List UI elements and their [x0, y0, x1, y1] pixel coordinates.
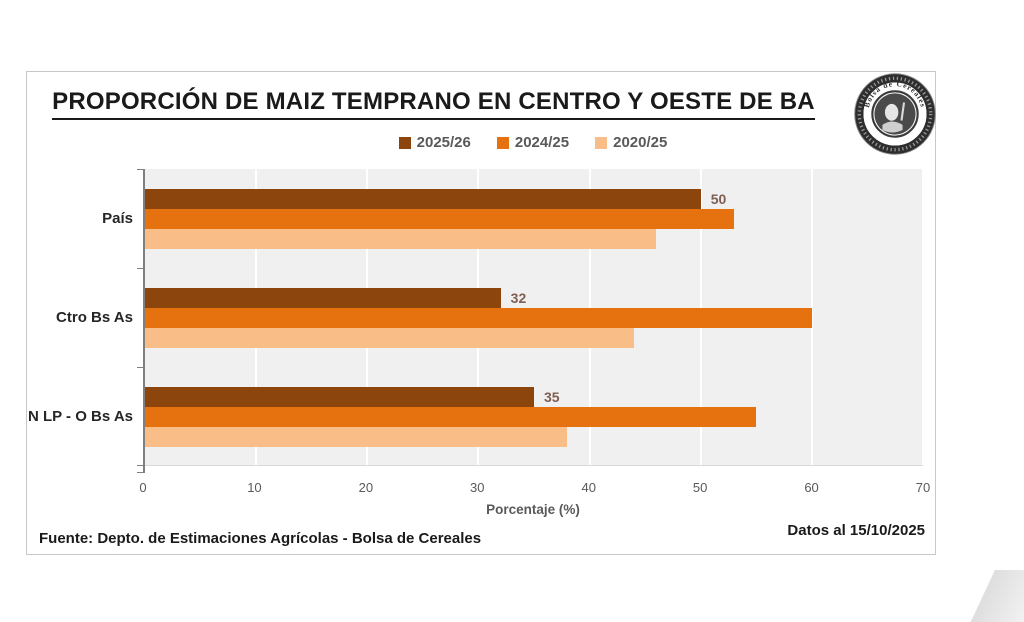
x-axis-ticks: 0 10 20 30 40 50 60 70 [139, 480, 930, 496]
y-axis-tick [137, 367, 143, 368]
logo-bust-face [884, 103, 899, 121]
bolsa-de-cereales-seal-icon: Bolsa de Cereales [854, 73, 936, 155]
source-note: Fuente: Depto. de Estimaciones Agrícolas… [39, 530, 482, 547]
legend-item-2025-26: 2025/26 [398, 134, 471, 151]
chart-card: PROPORCIÓN DE MAIZ TEMPRANO EN CENTRO Y … [26, 71, 936, 555]
y-axis-foot [143, 465, 145, 473]
legend-swatch [595, 136, 608, 149]
x-axis-title: Porcentaje (%) [486, 502, 580, 517]
legend-label: 2024/25 [514, 134, 570, 151]
x-axis-tick-label-70: 70 [915, 480, 931, 495]
legend-swatch [398, 136, 411, 149]
legend-label: 2020/25 [613, 134, 668, 151]
chart-legend: 2025/26 2024/25 2020/25 [143, 134, 923, 151]
y-axis-label-1: País [102, 210, 133, 227]
logo-bust-shoulders [882, 121, 903, 133]
y-axis-tick [137, 169, 143, 170]
category-band-3: 35 [145, 367, 923, 466]
gridline-60 [810, 169, 813, 465]
x-axis-tick-label-20: 20 [358, 480, 374, 495]
title-wrap: PROPORCIÓN DE MAIZ TEMPRANO EN CENTRO Y … [27, 88, 935, 120]
bar-data-label: 35 [544, 388, 560, 405]
x-axis-tick-label-60: 60 [804, 480, 819, 495]
bar-2024-25-n-lp-o-bs-as [145, 406, 757, 427]
x-axis-tick-label-50: 50 [692, 480, 708, 495]
x-axis-tick-label-30: 30 [470, 480, 485, 495]
x-axis-tick-label-40: 40 [581, 480, 596, 495]
legend-item-2024-25: 2024/25 [496, 134, 570, 151]
bar-2020-25-pa-s [145, 228, 657, 249]
y-axis-label-2: Ctro Bs As [56, 309, 133, 326]
data-date-note: Datos al 15/10/2025 [787, 522, 925, 539]
y-axis-foot-tick [137, 472, 143, 473]
bar-data-label: 32 [510, 289, 527, 306]
legend-label: 2025/26 [416, 134, 471, 151]
category-band-2: 32 [145, 268, 923, 367]
bar-2025-26-n-lp-o-bs-as: 35 [145, 386, 560, 407]
chart-title: PROPORCIÓN DE MAIZ TEMPRANO EN CENTRO Y … [52, 88, 815, 120]
bar-2025-26-pa-s: 50 [145, 188, 726, 209]
plot-area: 50 32 35 [137, 169, 924, 473]
y-axis-tick [137, 465, 143, 466]
legend-item-2020-25: 2020/25 [595, 134, 667, 151]
corner-shade-decoration [936, 570, 1024, 622]
bar-2024-25-pa-s [145, 208, 735, 229]
bar-2020-25-n-lp-o-bs-as [145, 426, 568, 447]
gridline-70 [922, 169, 924, 465]
bar-data-label: 50 [710, 190, 727, 207]
y-axis-labels: País Ctro Bs As N LP - O Bs As [27, 169, 133, 466]
bar-2024-25-ctro-bs-as [145, 307, 812, 328]
y-axis-tick [137, 268, 143, 269]
y-axis-label-3: N LP - O Bs As [27, 408, 133, 425]
x-axis-tick-label-0: 0 [139, 480, 147, 495]
x-axis-tick-label-10: 10 [247, 480, 262, 495]
bar-2025-26-ctro-bs-as: 32 [145, 287, 526, 308]
category-band-1: 50 [145, 169, 923, 268]
bar-2020-25-ctro-bs-as [145, 327, 635, 348]
legend-swatch [496, 136, 509, 149]
